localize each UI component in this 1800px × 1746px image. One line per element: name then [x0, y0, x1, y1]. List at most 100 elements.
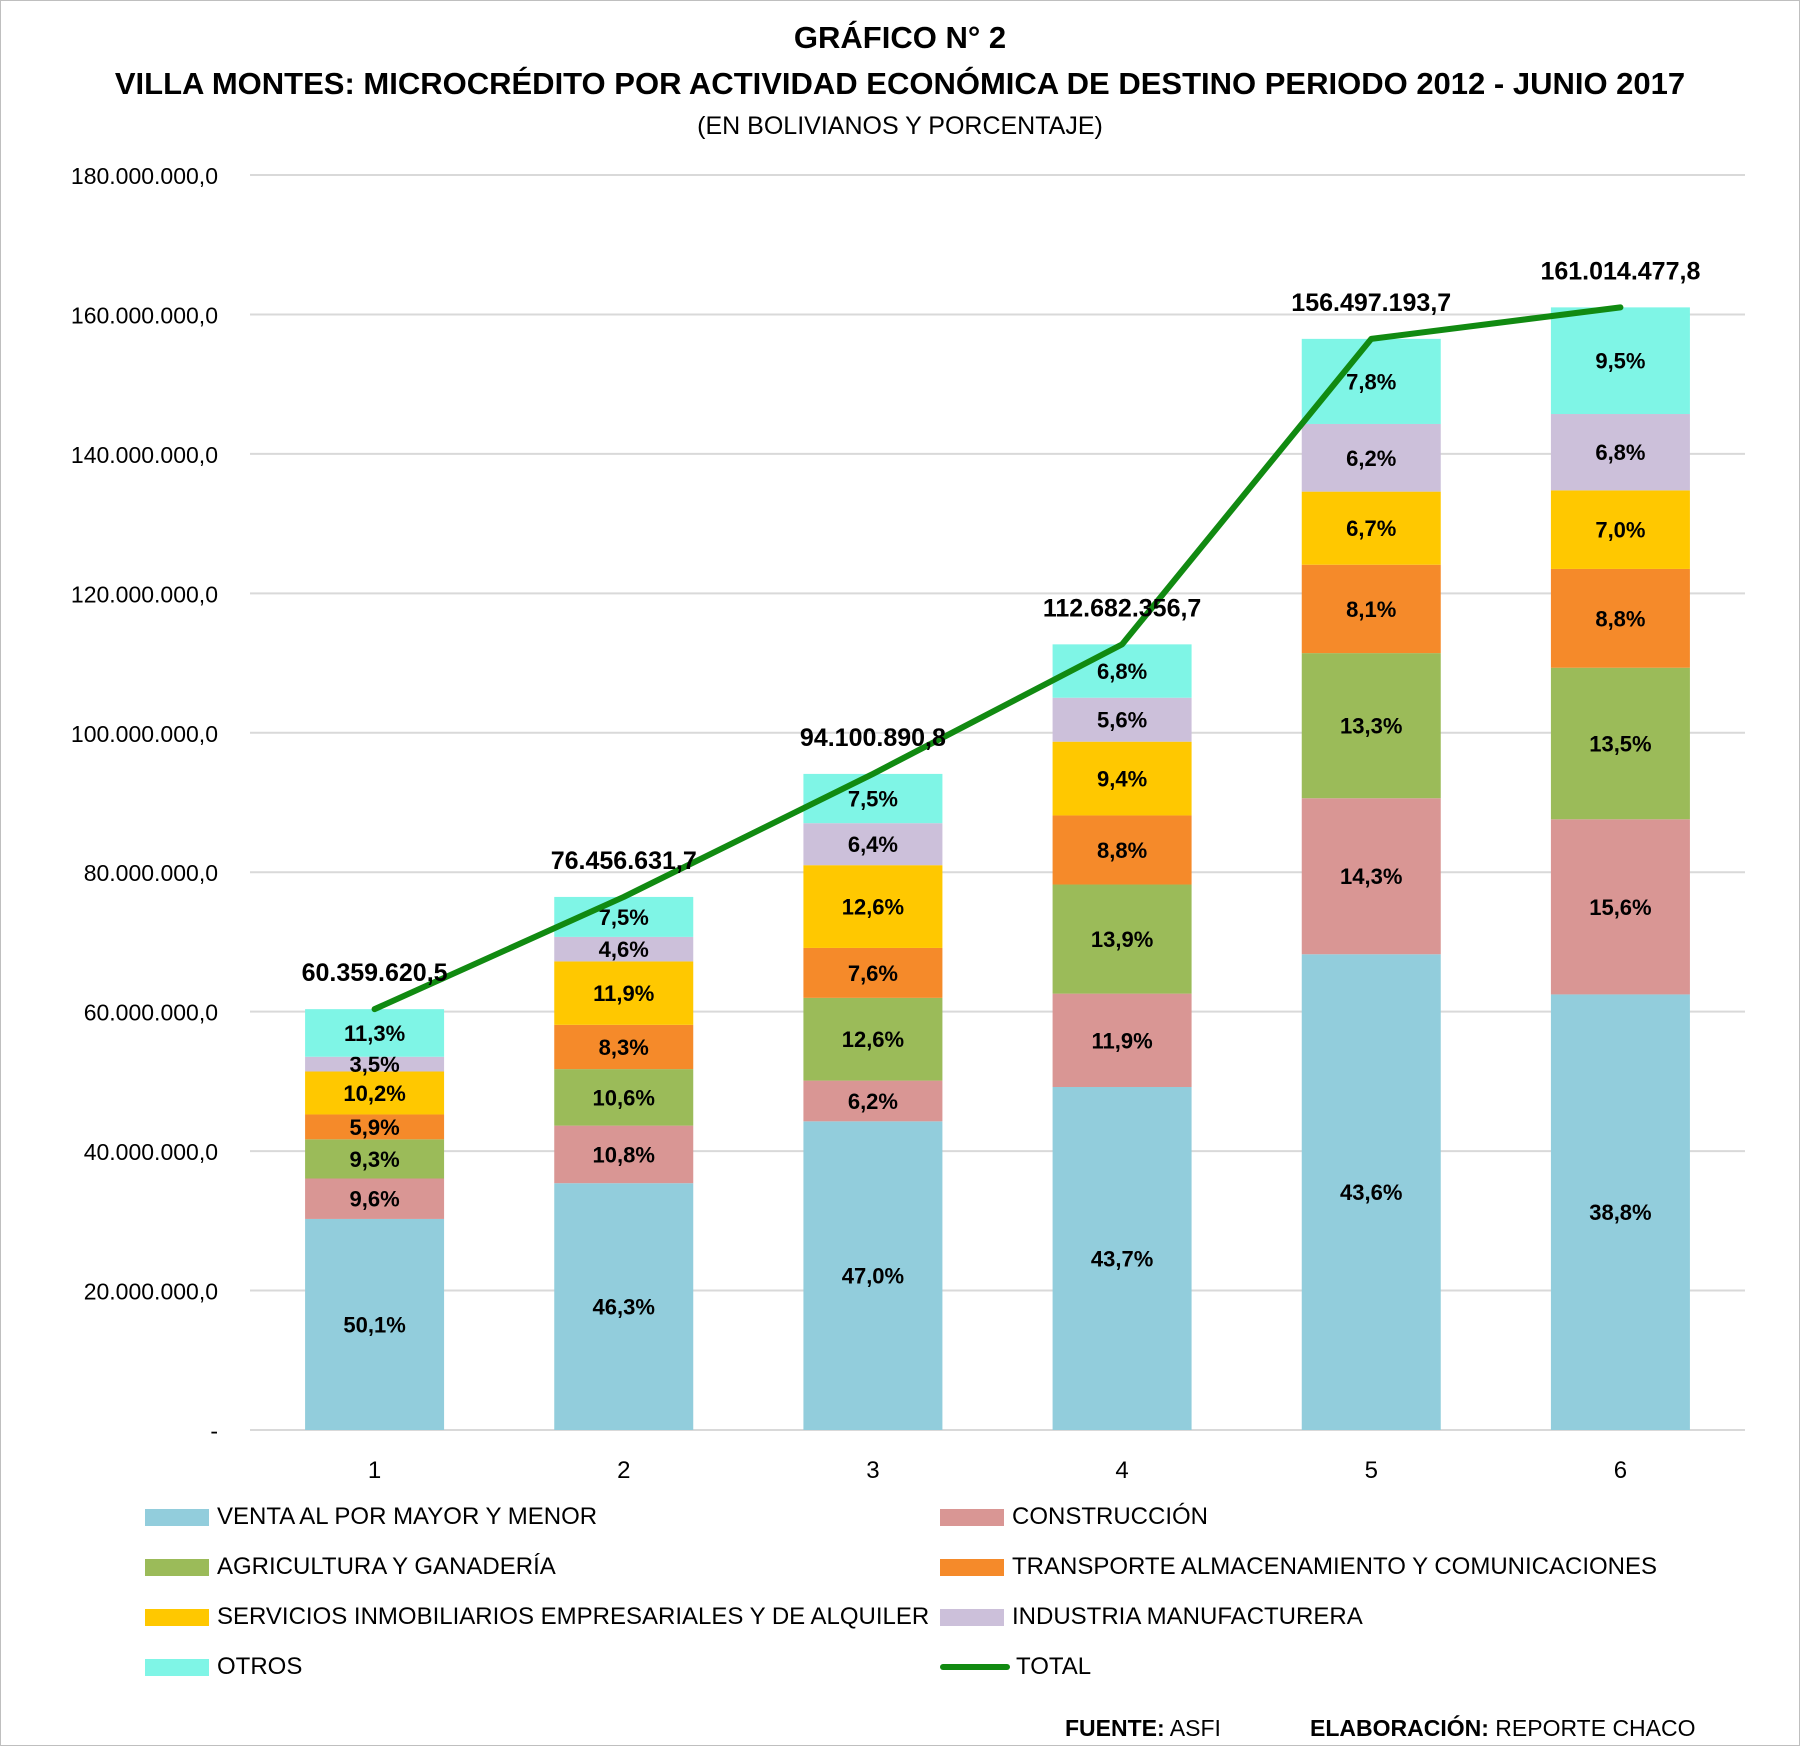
bar-segment — [803, 823, 943, 866]
chart-subtitle: VILLA MONTES: MICROCRÉDITO POR ACTIVIDAD… — [114, 66, 1686, 101]
segment-label: 13,3% — [1340, 714, 1402, 739]
segment-label: 10,2% — [343, 1081, 405, 1106]
bar-segment — [305, 1071, 445, 1115]
y-tick-label: 180.000.000,0 — [71, 163, 218, 189]
bar-segment — [1301, 338, 1441, 424]
segment-label: 7,5% — [599, 905, 649, 930]
total-label: 156.497.193,7 — [1291, 289, 1451, 317]
x-tick-label: 1 — [368, 1457, 381, 1484]
segment-label: 14,3% — [1340, 864, 1402, 889]
total-line — [371, 304, 1624, 1013]
y-tick-label: 60.000.000,0 — [84, 1000, 218, 1026]
segment-label: 47,0% — [842, 1264, 904, 1289]
segment-label: 43,6% — [1340, 1180, 1402, 1205]
segment-label: 50,1% — [343, 1312, 405, 1337]
y-tick-label: 120.000.000,0 — [71, 581, 218, 607]
bar-segment — [554, 961, 694, 1025]
segment-label: 4,6% — [599, 937, 649, 962]
y-tick-label: 100.000.000,0 — [71, 721, 218, 747]
bar-segment — [1550, 819, 1690, 995]
segment-label: 11,9% — [593, 981, 654, 1006]
segment-label: 12,6% — [842, 895, 904, 920]
bar-segment — [554, 936, 694, 962]
segment-label: 5,6% — [1097, 708, 1147, 733]
bar-segment — [1052, 1087, 1192, 1430]
bar-segment — [1301, 491, 1441, 565]
bar-segment — [1301, 798, 1441, 955]
segment-label: 6,8% — [1097, 659, 1147, 684]
total-label: 161.014.477,8 — [1540, 257, 1700, 285]
segment-label: 9,3% — [350, 1147, 400, 1172]
segment-label: 11,3% — [344, 1021, 405, 1046]
total-label: 76.456.631,7 — [551, 847, 697, 875]
bar-segment — [1301, 423, 1441, 492]
segment-label: 8,8% — [1595, 606, 1645, 631]
segment-label: 11,9% — [1091, 1028, 1152, 1053]
segment-label: 7,6% — [848, 961, 898, 986]
bar-segment — [1550, 414, 1690, 491]
segment-label: 12,6% — [842, 1027, 904, 1052]
source-label: FUENTE: — [1065, 1715, 1165, 1741]
segment-label: 8,8% — [1097, 838, 1147, 863]
segment-label: 43,7% — [1091, 1247, 1153, 1272]
segment-label: 13,9% — [1091, 927, 1153, 952]
bar-segment — [803, 1121, 943, 1430]
credit-note: ELABORACIÓN: REPORTE CHACO — [1310, 1715, 1696, 1742]
segment-label: 9,5% — [1595, 349, 1645, 374]
chart-title: GRÁFICO N° 2 — [793, 20, 1007, 55]
segment-label: 46,3% — [593, 1295, 655, 1320]
y-tick-label: 40.000.000,0 — [84, 1139, 218, 1165]
total-label: 94.100.890,8 — [800, 724, 946, 752]
bar-segment — [1550, 307, 1690, 415]
segment-label: 6,2% — [848, 1089, 898, 1114]
segment-label: 5,9% — [350, 1115, 400, 1140]
segment-label: 8,1% — [1346, 597, 1396, 622]
y-tick-label: - — [210, 1418, 218, 1444]
segment-label: 10,6% — [593, 1085, 655, 1110]
bar-segment — [1052, 741, 1192, 816]
bar-segment — [305, 1178, 445, 1219]
bar-segment — [1301, 653, 1441, 799]
bar-segment — [1301, 564, 1441, 654]
bar-segment — [305, 1056, 445, 1072]
total-label: 112.682.356,7 — [1043, 594, 1202, 622]
credit-value: REPORTE CHACO — [1495, 1715, 1696, 1741]
bar-segment — [1550, 994, 1690, 1430]
bar-segment — [1301, 954, 1441, 1430]
segment-label: 38,8% — [1589, 1200, 1651, 1225]
bar-segment — [305, 1218, 445, 1430]
segment-label: 7,0% — [1595, 518, 1645, 543]
segment-label: 9,6% — [350, 1187, 400, 1212]
segment-label: 15,6% — [1589, 895, 1651, 920]
x-tick-label: 3 — [866, 1457, 879, 1484]
credit-label: ELABORACIÓN: — [1310, 1715, 1489, 1741]
bar-segment — [803, 997, 943, 1081]
bar-segment — [305, 1139, 445, 1179]
bar-segment — [1052, 815, 1192, 885]
bar-segment — [1052, 993, 1192, 1088]
bar-segment — [305, 1009, 445, 1057]
bar-segment — [803, 865, 943, 948]
segment-label: 8,3% — [599, 1035, 649, 1060]
bar-segment — [1550, 667, 1690, 820]
segment-label: 9,4% — [1097, 767, 1147, 792]
bar-segment — [554, 1024, 694, 1070]
source-note: FUENTE: ASFI — [1065, 1715, 1221, 1742]
source-value: ASFI — [1169, 1715, 1221, 1741]
x-tick-label: 2 — [617, 1457, 630, 1484]
segment-label: 6,2% — [1346, 446, 1396, 471]
x-tick-label: 5 — [1365, 1457, 1378, 1484]
segment-label: 7,8% — [1346, 369, 1396, 394]
bar-segment — [1052, 697, 1192, 742]
bar-segment — [1550, 490, 1690, 569]
x-tick-label: 6 — [1614, 1457, 1627, 1484]
bar-segment — [1052, 884, 1192, 994]
bar-segment — [803, 1080, 943, 1122]
y-tick-label: 160.000.000,0 — [71, 302, 218, 328]
segment-label: 6,4% — [848, 832, 898, 857]
segment-label: 10,8% — [593, 1142, 655, 1167]
segment-label: 6,7% — [1346, 516, 1396, 541]
chart-units: (EN BOLIVIANOS Y PORCENTAJE) — [697, 112, 1103, 140]
bar-segment — [554, 1069, 694, 1126]
